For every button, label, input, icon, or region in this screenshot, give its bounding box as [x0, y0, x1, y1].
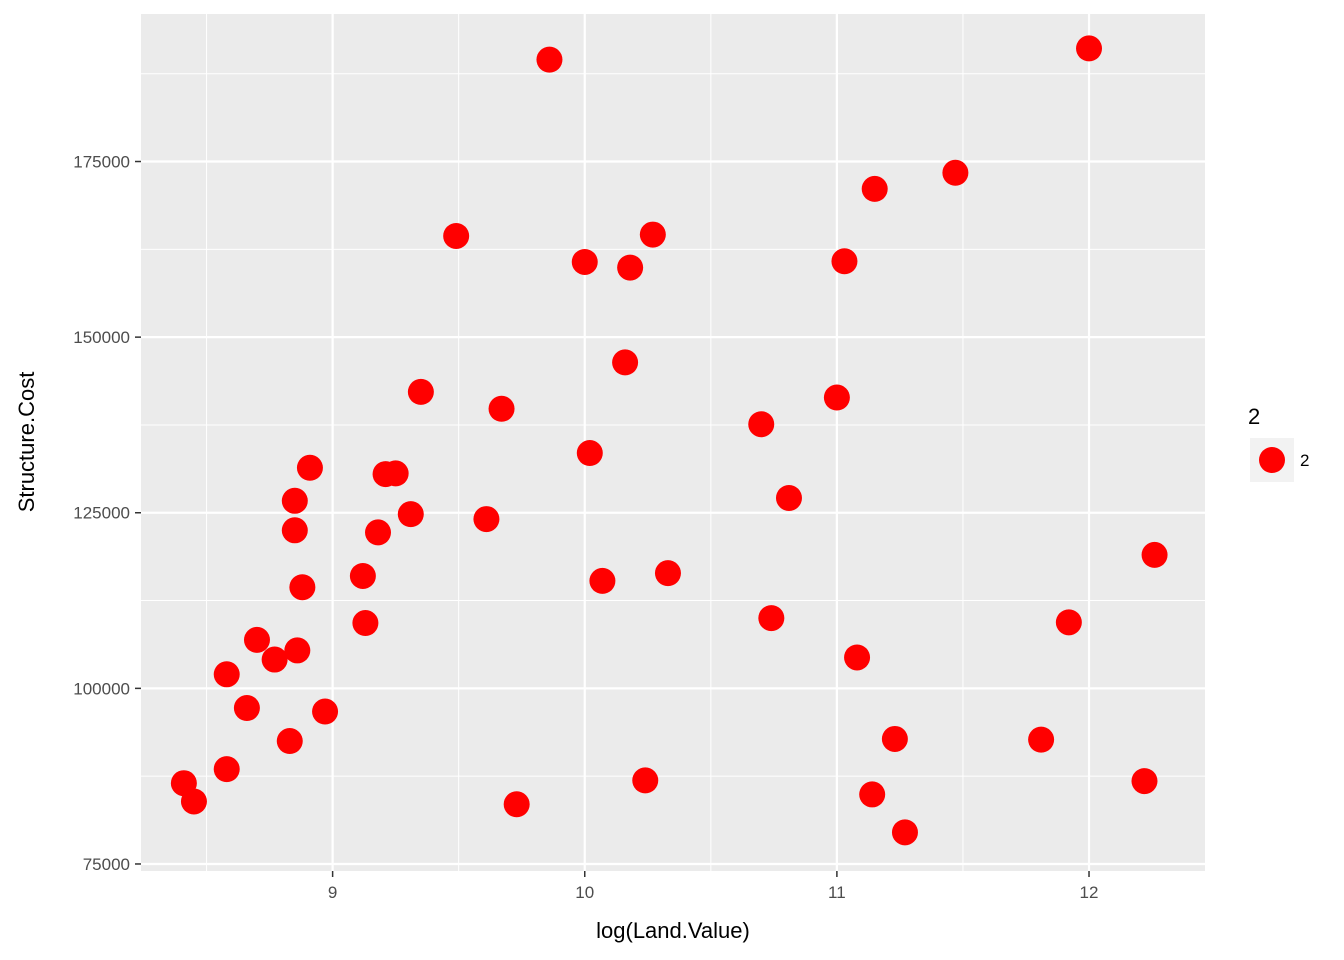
data-point [296, 454, 323, 481]
data-point [281, 517, 308, 544]
x-axis-ticks: 9 10 11 12 [328, 871, 1099, 902]
data-point [589, 567, 616, 594]
data-point [488, 395, 515, 422]
data-point [261, 646, 288, 673]
legend-label: 2 [1300, 451, 1309, 470]
legend-title: 2 [1248, 404, 1260, 429]
data-point [503, 791, 530, 818]
data-point [859, 781, 886, 808]
data-point [844, 644, 871, 671]
data-point [1141, 541, 1168, 568]
data-point [312, 698, 339, 725]
data-point [233, 695, 260, 722]
data-point [284, 637, 311, 664]
data-point [775, 484, 802, 511]
data-point [1076, 35, 1103, 62]
x-tick-label: 9 [328, 883, 337, 902]
data-point [352, 610, 379, 637]
data-point [942, 159, 969, 186]
data-point [289, 574, 316, 601]
y-tick-label: 175000 [73, 153, 130, 172]
data-point [382, 460, 409, 487]
data-point [1131, 768, 1158, 795]
x-tick-label: 12 [1080, 883, 1099, 902]
data-point [748, 411, 775, 438]
data-point [443, 222, 470, 249]
y-tick-label: 75000 [83, 855, 130, 874]
data-point [1028, 726, 1055, 753]
plot-panel [141, 14, 1205, 871]
legend: 2 2 [1248, 404, 1309, 482]
data-point [891, 819, 918, 846]
data-point [213, 661, 240, 688]
data-point [397, 501, 424, 528]
minor-gridlines [141, 14, 1205, 871]
data-point [349, 562, 376, 589]
y-tick-label: 125000 [73, 504, 130, 523]
data-point [639, 221, 666, 248]
data-point [758, 605, 785, 632]
y-tick-label: 150000 [73, 328, 130, 347]
data-point [281, 487, 308, 514]
data-point [213, 756, 240, 783]
data-point [180, 788, 207, 815]
data-point [576, 440, 603, 467]
data-point [881, 725, 908, 752]
data-point [632, 767, 659, 794]
data-point [617, 254, 644, 281]
data-point [473, 506, 500, 533]
data-point [407, 378, 434, 405]
y-axis-ticks: 75000 100000 125000 150000 175000 [73, 153, 141, 874]
data-point [654, 560, 681, 587]
y-tick-label: 100000 [73, 679, 130, 698]
data-point [1055, 609, 1082, 636]
data-point [612, 349, 639, 376]
data-point [276, 728, 303, 755]
data-point [823, 384, 850, 411]
x-tick-label: 11 [828, 883, 846, 902]
legend-key-point [1259, 447, 1285, 473]
x-tick-label: 10 [575, 883, 594, 902]
data-point [831, 248, 858, 275]
data-point [365, 519, 392, 546]
data-point [571, 248, 598, 275]
data-points [170, 35, 1168, 846]
data-point [243, 626, 270, 653]
data-point [536, 46, 563, 73]
y-axis-title: Structure.Cost [14, 372, 39, 513]
data-point [861, 175, 888, 202]
x-axis-title: log(Land.Value) [596, 918, 750, 943]
